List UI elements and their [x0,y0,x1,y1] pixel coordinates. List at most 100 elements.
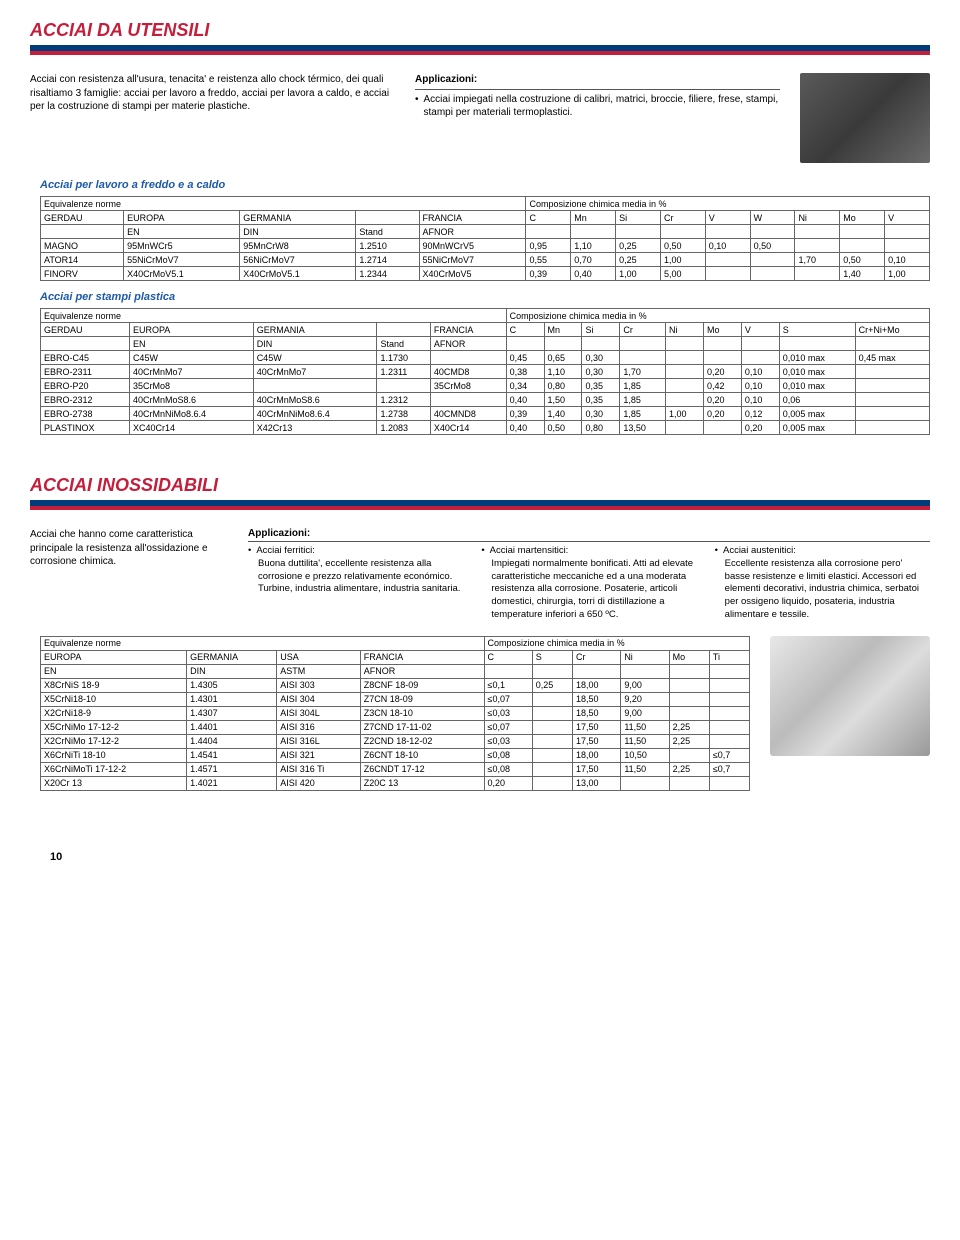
table-cell: 13,50 [620,421,666,435]
subsection2: Acciai per stampi plastica [40,291,930,303]
table-row: X6CrNiMoTi 17-12-21.4571AISI 316 TiZ6CND… [41,762,750,776]
table-cell [750,253,795,267]
col-subheader [506,337,544,351]
aust-title: Acciai austenitici: [723,545,796,558]
table-cell: 1.2312 [377,393,430,407]
col-header: Mn [544,323,582,337]
col-header: Ni [795,211,840,225]
table-freddo-caldo: Equivalenze normeComposizione chimica me… [40,196,930,281]
table-cell [709,776,749,790]
table-row: EBRO-P2035CrMo835CrMo80,340,800,351,850,… [41,379,930,393]
table-cell: MAGNO [41,239,124,253]
col-subheader: Stand [377,337,430,351]
table-cell: EBRO-2311 [41,365,130,379]
table-row: X5CrNi18-101.4301AISI 304Z7CN 18-09≤0,07… [41,692,750,706]
table-cell: 95MnWCr5 [124,239,240,253]
table-cell [750,267,795,281]
table-cell: ≤0,08 [484,748,532,762]
section2-apps: Applicazioni: Acciai ferritici: Buona du… [248,528,930,622]
ferr-title: Acciai ferritici: [256,545,315,558]
col-header: FRANCIA [360,650,484,664]
table-cell: 0,42 [703,379,741,393]
table-cell: AISI 303 [277,678,361,692]
table-cell: 0,25 [616,253,661,267]
table-cell: 0,10 [741,379,779,393]
col-subheader: EN [41,664,187,678]
col-header: Mn [571,211,616,225]
table-cell: 9,20 [621,692,669,706]
table-cell: 1.4021 [187,776,277,790]
table-cell: 55NiCrMoV7 [124,253,240,267]
table-row: PLASTINOXXC40Cr14X42Cr131.2083X40Cr140,4… [41,421,930,435]
table-cell [669,748,709,762]
table-cell: X40Cr14 [430,421,506,435]
table-cell: 11,50 [621,734,669,748]
table-cell [855,365,929,379]
table-cell: 1.4305 [187,678,277,692]
section2-title: ACCIAI INOSSIDABILI [30,475,930,496]
table-cell: 1.2738 [377,407,430,421]
table-cell [666,393,704,407]
col-header: GERDAU [41,211,124,225]
table-cell: 0,20 [703,365,741,379]
table-cell [709,720,749,734]
col-subheader [709,664,749,678]
table-cell: 0,95 [526,239,571,253]
table-cell: 0,40 [506,393,544,407]
table-cell: 1,40 [544,407,582,421]
subsection1: Acciai per lavoro a freddo e a caldo [40,179,930,191]
table-cell: 0,39 [506,407,544,421]
table-cell [855,393,929,407]
table-cell [620,351,666,365]
table-cell [709,734,749,748]
table-cell: 1,70 [620,365,666,379]
table-cell: X40CrMoV5.1 [124,267,240,281]
table-cell: Z2CND 18-12-02 [360,734,484,748]
equiv-header: Equivalenze norme [41,197,526,211]
table-cell [669,692,709,706]
table-cell [855,421,929,435]
col-subheader [484,664,532,678]
col-subheader [582,337,620,351]
table-cell [855,379,929,393]
table-cell: 35CrMo8 [129,379,253,393]
col-subheader: AFNOR [419,225,526,239]
col-header: Ti [709,650,749,664]
table-cell [430,351,506,365]
col-subheader [41,225,124,239]
table-cell: 17,50 [572,720,620,734]
table-cell [709,706,749,720]
table-row: EBRO-C45C45WC45W1.17300,450,650,300,010 … [41,351,930,365]
table-cell [532,776,572,790]
mart-title: Acciai martensitici: [490,545,569,558]
col-subheader [855,337,929,351]
table-cell [795,267,840,281]
table-cell: 0,005 max [779,407,855,421]
table-cell: ATOR14 [41,253,124,267]
table-stampi-plastica: Equivalenze normeComposizione chimica me… [40,308,930,435]
table-cell: C45W [129,351,253,365]
mart-text: Impiegati normalmente bonificati. Atti a… [491,558,696,622]
table-cell [666,351,704,365]
col-header: Cr [620,323,666,337]
table-cell: FINORV [41,267,124,281]
section1-bars [30,45,930,55]
table-cell: 40CrMnNiMo8.6.4 [253,407,377,421]
table-cell: 40CrMnMoS8.6 [129,393,253,407]
table-cell: 1.4541 [187,748,277,762]
table-cell: 1,85 [620,407,666,421]
table-cell [253,379,377,393]
table-cell: Z7CND 17-11-02 [360,720,484,734]
table-cell: AISI 321 [277,748,361,762]
table-cell: 0,45 [506,351,544,365]
table-cell [669,706,709,720]
table-cell [705,267,750,281]
table-cell: Z3CN 18-10 [360,706,484,720]
table-cell: 0,20 [741,421,779,435]
col-subheader [532,664,572,678]
col-header: Mo [840,211,885,225]
table-cell: 1,70 [795,253,840,267]
section1-apps: Applicazioni: Acciai impiegati nella cos… [415,73,780,120]
table-cell: 1,85 [620,393,666,407]
table-row: FINORVX40CrMoV5.1X40CrMoV5.11.2344X40CrM… [41,267,930,281]
